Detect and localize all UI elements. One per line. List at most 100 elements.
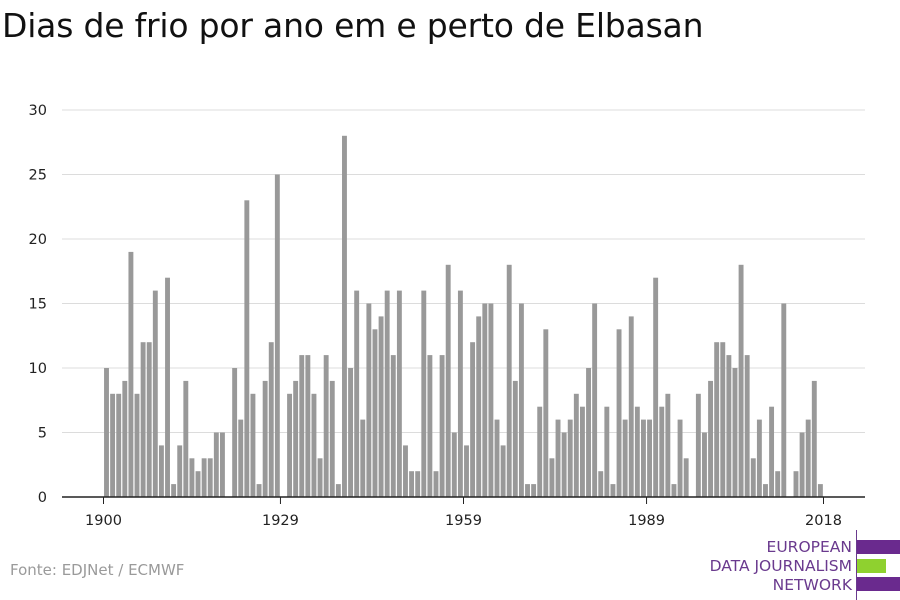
y-tick-label: 0 [38,490,47,506]
bar-1927 [268,342,274,497]
bar-1922 [238,419,244,497]
y-tick-label: 30 [29,103,47,119]
bar-1918 [213,432,219,497]
bar-1946 [384,290,390,497]
bar-1901 [110,393,116,497]
bar-2009 [769,406,775,497]
bar-1986 [628,316,634,497]
bar-1974 [555,419,561,497]
bar-1925 [256,484,262,497]
x-tick-label: 2018 [805,513,842,529]
bar-1960 [470,342,476,497]
bar-1928 [274,174,280,497]
bar-1997 [695,393,701,497]
bar-1955 [439,355,445,497]
bar-1903 [122,380,128,497]
bar-2001 [720,342,726,497]
bar-1951 [415,471,421,497]
bar-1984 [616,329,622,497]
bar-2015 [805,419,811,497]
bar-1991 [659,406,665,497]
x-tick-label: 1900 [85,513,122,529]
bar-2010 [775,471,781,497]
logo-bar-green [857,559,886,573]
bar-1941 [354,290,360,497]
bar-1970 [531,484,537,497]
source-credit: Fonte: EDJNet / ECMWF [10,561,185,579]
bar-1987 [634,406,640,497]
bar-2011 [781,303,787,497]
bar-1980 [592,303,598,497]
bar-2008 [763,484,768,497]
bar-1905 [134,393,140,497]
bar-1990 [653,277,659,497]
bar-1906 [140,342,146,497]
bar-1964 [494,419,500,497]
bar-1926 [262,380,268,497]
bar-1904 [128,251,134,497]
y-axis-ticks: 0 5 10 15 20 25 30 [29,103,47,506]
chart-title: Dias de frio por ano em e perto de Elbas… [2,6,704,45]
bar-1950 [409,471,415,497]
bar-1944 [372,329,378,497]
bar-1949 [403,445,408,497]
bar-2003 [732,368,738,497]
bar-1982 [604,406,610,497]
logo-bar-purple-bottom [857,577,900,591]
bar-1967 [512,380,518,497]
bar-1998 [702,432,707,497]
bar-1959 [464,445,469,497]
bar-1910 [165,277,170,497]
bar-1953 [427,355,433,497]
bar-2007 [756,419,762,497]
y-tick-label: 15 [29,297,47,313]
bar-1900 [104,368,109,497]
bar-1962 [482,303,488,497]
bar-1965 [500,445,506,497]
bar-1989 [647,419,653,497]
y-tick-label: 20 [29,232,47,248]
bar-1921 [232,368,238,497]
bar-1909 [158,445,164,497]
bar-1993 [671,484,677,497]
bar-1924 [250,393,256,497]
bar-1972 [543,329,549,497]
bar-1954 [433,471,439,497]
bar-1908 [152,290,158,497]
bar-1992 [665,393,671,497]
bar-1934 [311,393,317,497]
logo-bar-purple-top [857,540,900,554]
bar-1994 [677,419,683,497]
bar-1923 [244,200,250,498]
x-tick-label: 1929 [262,513,299,529]
bar-1942 [360,419,366,497]
bar-1917 [207,458,213,497]
bar-1999 [708,380,714,497]
bar-2004 [738,264,744,497]
bar-1976 [567,419,573,497]
x-tick-label: 1989 [628,513,665,529]
bar-1912 [177,445,183,497]
bar-1968 [518,303,524,497]
logo-divider [856,530,857,600]
bar-1956 [445,264,451,497]
bar-1907 [146,342,152,497]
bar-2002 [726,355,732,497]
bar-1983 [610,484,616,497]
bar-1931 [293,380,299,497]
bar-1933 [305,355,311,497]
bar-1915 [195,471,201,497]
bar-1938 [335,484,341,497]
bar-1961 [476,316,482,497]
bar-1948 [396,290,402,497]
bar-1916 [201,458,207,497]
bar-1932 [299,355,305,497]
bar-2013 [793,471,799,497]
bar-2017 [817,484,823,497]
bar-2006 [750,458,756,497]
bar-1936 [323,355,329,497]
edjnet-logo[interactable]: EUROPEAN DATA JOURNALISM NETWORK [700,530,900,600]
y-tick-label: 10 [29,361,47,377]
logo-line-2: DATA JOURNALISM [709,557,852,575]
